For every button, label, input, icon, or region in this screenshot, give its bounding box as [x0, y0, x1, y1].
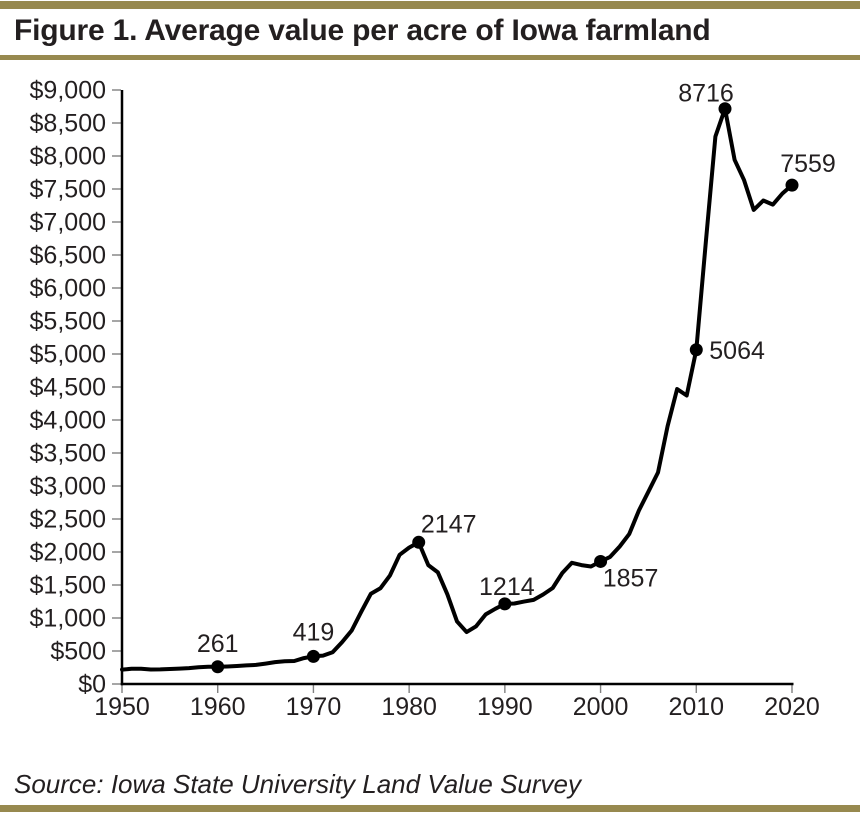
point-label-2020: 7559	[780, 150, 836, 178]
y-tick-label: $7,500	[30, 176, 106, 204]
y-tick-label: $4,000	[30, 407, 106, 435]
line-chart: $0 $500 $1,000 $1,500 $2,000 $2,500 $3,000 $3,5…	[30, 77, 836, 722]
y-tick-label: $6,000	[30, 275, 106, 303]
top-accent-bar	[0, 1, 860, 9]
y-tick-label: $5,000	[30, 341, 106, 369]
series-line	[120, 106, 794, 672]
data-point-2020	[785, 178, 799, 192]
chart-area: $0 $500 $1,000 $1,500 $2,000 $2,500 $3,000 $3,5…	[0, 60, 860, 760]
data-point-2013	[718, 102, 732, 116]
x-tick-label: 2000	[573, 693, 629, 721]
y-tick-label: $5,500	[30, 308, 106, 336]
y-tick-label: $4,500	[30, 374, 106, 402]
point-label-1990: 1214	[479, 573, 535, 601]
x-tick-label: 1960	[190, 693, 246, 721]
title-divider-bar	[0, 55, 860, 60]
y-tick-label: $3,000	[30, 473, 106, 501]
x-tick-label: 1970	[286, 693, 342, 721]
x-tick-label: 2020	[764, 693, 820, 721]
data-point-1970	[306, 649, 320, 663]
y-tick-label: $1,000	[30, 605, 106, 633]
x-tick-label: 1950	[94, 693, 150, 721]
data-point-1981	[412, 535, 426, 549]
y-tick-label: $9,000	[30, 77, 106, 105]
point-label-1970: 419	[293, 618, 335, 646]
y-tick-label: $0	[78, 671, 106, 699]
y-tick-label: $1,500	[30, 572, 106, 600]
y-tick-label: $8,500	[30, 110, 106, 138]
x-tick-label: 1990	[477, 693, 533, 721]
y-tick-label: $2,500	[30, 506, 106, 534]
data-point-1960	[211, 660, 225, 674]
point-label-1960: 261	[197, 630, 239, 658]
y-tick-label: $500	[50, 638, 106, 666]
y-tick-label: $3,500	[30, 440, 106, 468]
x-tick-label: 1980	[381, 693, 437, 721]
y-tick-label: $8,000	[30, 143, 106, 171]
y-tick-label: $7,000	[30, 209, 106, 237]
point-label-1981: 2147	[421, 510, 477, 538]
figure-title: Figure 1. Average value per acre of Iowa…	[14, 14, 711, 47]
point-label-2013: 8716	[678, 80, 734, 108]
data-point-2010	[689, 343, 703, 357]
x-tick-label: 2010	[668, 693, 724, 721]
point-label-2000: 1857	[603, 564, 659, 592]
data-point-2000	[594, 554, 608, 568]
data-point-1990	[498, 597, 512, 611]
source-note: Source: Iowa State University Land Value…	[14, 769, 581, 799]
y-tick-label: $6,500	[30, 242, 106, 270]
bottom-accent-bar	[0, 805, 860, 812]
y-tick-label: $2,000	[30, 539, 106, 567]
point-label-2010: 5064	[709, 337, 765, 365]
